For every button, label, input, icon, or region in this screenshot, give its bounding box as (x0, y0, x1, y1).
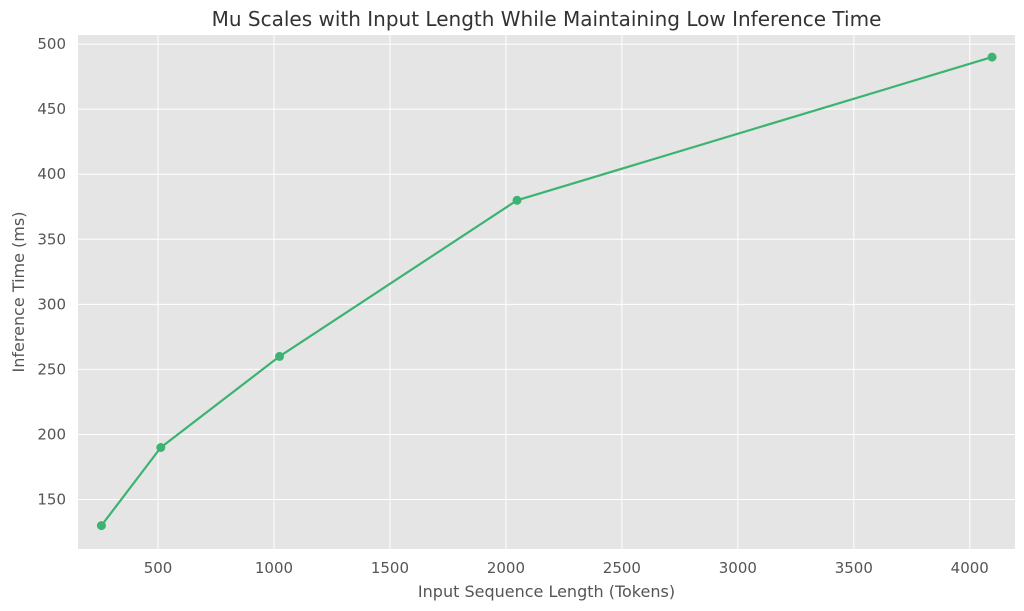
grid-lines (78, 35, 1015, 549)
y-tick-label: 450 (37, 100, 66, 118)
x-tick-label: 2500 (603, 559, 641, 577)
x-tick-label: 4000 (951, 559, 989, 577)
data-point-marker (275, 351, 285, 361)
plot-area (78, 35, 1015, 549)
data-point-marker (156, 443, 166, 453)
y-axis-label: Inference Time (ms) (9, 212, 28, 373)
y-tick-label: 250 (37, 360, 66, 378)
y-tick-label: 300 (37, 295, 66, 313)
x-tick-label: 1000 (255, 559, 293, 577)
data-point-marker (512, 195, 522, 205)
y-tick-label: 200 (37, 425, 66, 443)
x-tick-label: 1500 (371, 559, 409, 577)
chart-title: Mu Scales with Input Length While Mainta… (212, 7, 882, 31)
y-tick-label: 400 (37, 165, 66, 183)
axis-ticks: 500 1000 1500 2000 2500 3000 3500 4000 150 200 250… (37, 35, 989, 577)
x-axis-label: Input Sequence Length (Tokens) (418, 582, 675, 601)
series-layer (96, 52, 997, 531)
data-point-marker (96, 521, 106, 531)
x-tick-label: 3000 (719, 559, 757, 577)
x-tick-label: 3500 (835, 559, 873, 577)
y-tick-label: 350 (37, 230, 66, 248)
data-point-marker (987, 52, 997, 62)
x-tick-label: 500 (144, 559, 173, 577)
y-tick-label: 500 (37, 35, 66, 53)
x-tick-label: 2000 (487, 559, 525, 577)
y-tick-label: 150 (37, 491, 66, 509)
